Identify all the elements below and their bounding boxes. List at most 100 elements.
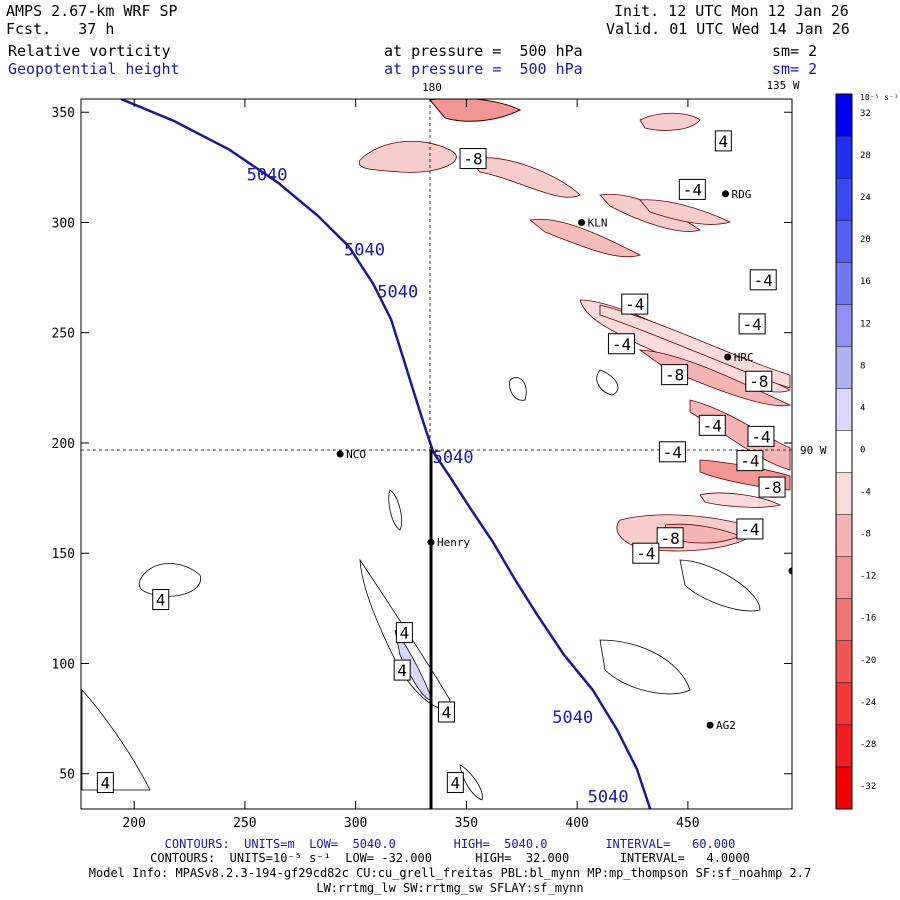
station-label: NCO: [346, 448, 366, 461]
colorbar-frame: [835, 93, 853, 810]
vorticity-band: [599, 304, 791, 389]
y-tick-label: 50: [59, 768, 75, 783]
positive-vorticity-contour: [81, 688, 151, 791]
y-tick-label: 250: [52, 327, 75, 342]
vorticity-label-box: [395, 622, 413, 644]
vorticity-label: 4: [400, 624, 410, 643]
colorbar-tick-label: -12: [860, 572, 876, 582]
vorticity-label-box: [393, 659, 411, 681]
colorbar-tick-label: 0: [860, 445, 865, 455]
colorbar-tick-label: 32: [860, 109, 871, 119]
field1-name: Relative vorticity: [8, 42, 171, 60]
station-label: AG2: [716, 719, 736, 732]
height-contour-label: 5040: [552, 708, 593, 728]
model-title: AMPS 2.67-km WRF SP: [6, 2, 178, 20]
vorticity-band: [699, 492, 782, 508]
colorbar-swatch: [836, 472, 852, 516]
colorbar-swatch: [836, 136, 852, 179]
lon-90w-label: 90 W: [800, 444, 827, 457]
vorticity-label-box: [446, 772, 464, 794]
positive-vorticity-contour: [388, 489, 403, 531]
vorticity-label: -4: [742, 315, 761, 334]
positive-vorticity-contour: [596, 369, 619, 396]
vorticity-label-box: [632, 542, 660, 564]
vorticity-label: 4: [397, 661, 407, 680]
vorticity-label: -4: [683, 180, 702, 199]
colorbar-swatch: [836, 640, 852, 684]
vorticity-label-box: [738, 313, 766, 335]
station-marker: [788, 567, 792, 575]
colorbar-swatch: [836, 262, 852, 305]
vorticity-label-box: [745, 370, 773, 392]
plot-frame: [80, 98, 793, 810]
colorbar-swatch: [836, 220, 852, 263]
colorbar-swatch: [836, 514, 852, 558]
vorticity-band: [638, 349, 792, 407]
y-tick-label: 300: [52, 216, 75, 231]
vorticity-band: [429, 99, 522, 122]
colorbar-tick-label: 12: [860, 319, 871, 329]
vorticity-band: [358, 140, 457, 173]
vorticity-label: -4: [754, 271, 773, 290]
vorticity-label: -4: [740, 520, 759, 539]
colorbar-unit: 10⁻⁵ s⁻¹: [860, 93, 899, 102]
vorticity-label-box: [152, 589, 170, 611]
vorticity-label-box: [437, 701, 455, 723]
vorticity-label-box: [698, 414, 726, 436]
vorticity-label-box: [621, 293, 649, 315]
vorticity-label: 4: [719, 132, 729, 151]
vorticity-label: -4: [625, 295, 644, 314]
model-info: Model Info: MPASv8.2.3-194-gf29cd82c CU:…: [88, 866, 812, 880]
y-tick-label: 350: [52, 106, 75, 121]
vorticity-label-box: [656, 527, 684, 549]
colorbar-swatch: [836, 598, 852, 642]
colorbar-swatch: [836, 682, 852, 726]
field1-smoothing: sm= 2: [772, 42, 818, 60]
field1-pressure: at pressure = 500 hPa: [384, 42, 583, 60]
station-label: Henry: [437, 536, 470, 549]
vorticity-label: -8: [665, 366, 684, 385]
colorbar-swatch: [836, 388, 852, 431]
forecast-hour: Fcst. 37 h: [6, 20, 115, 38]
colorbar-tick-label: -8: [860, 530, 871, 540]
colorbar-tick-label: 20: [860, 235, 871, 245]
height-contour-label: 5040: [377, 282, 418, 302]
colorbar-swatch: [836, 346, 852, 389]
vorticity-band: [529, 218, 642, 258]
vorticity-label-box: [459, 148, 487, 170]
vorticity-label: -4: [612, 335, 631, 354]
vorticity-label: -4: [751, 427, 770, 446]
vorticity-label: -8: [463, 150, 482, 169]
vorticity-label: 4: [156, 591, 166, 610]
station-marker: [578, 218, 586, 226]
valid-time: Valid. 01 UTC Wed 14 Jan 26: [606, 20, 850, 38]
vorticity-label-box: [678, 178, 706, 200]
vorticity-band: [469, 157, 581, 198]
vorticity-label: 4: [101, 774, 111, 793]
station-marker: [724, 353, 732, 361]
y-tick-label: 200: [52, 437, 75, 452]
station-label: KLN: [588, 216, 608, 229]
height-contour-info: CONTOURS: UNITS=m LOW= 5040.0 HIGH= 5040…: [164, 837, 736, 851]
colorbar-tick-label: -4: [860, 488, 871, 498]
colorbar-tick-label: 8: [860, 361, 865, 371]
colorbar-tick-label: -28: [860, 740, 876, 750]
colorbar-tick-label: 16: [860, 277, 871, 287]
height-contour-label: 5040: [247, 166, 288, 186]
colorbar-tick-label: 24: [860, 193, 871, 203]
station-marker: [427, 538, 435, 546]
positive-vorticity-contour: [359, 558, 451, 709]
vorticity-label: -4: [663, 443, 682, 462]
colorbar-tick-label: -20: [860, 656, 876, 666]
positive-vorticity-contour: [679, 559, 761, 612]
colorbar-swatch: [836, 430, 852, 474]
vorticity-label-box: [661, 364, 689, 386]
field2-name: Geopotential height: [8, 60, 180, 78]
colorbar-tick-label: -24: [860, 698, 876, 708]
vorticity-label-box: [736, 450, 764, 472]
vorticity-fill-layer: [81, 99, 792, 801]
vorticity-label-box: [658, 441, 686, 463]
station-marker: [706, 721, 714, 729]
vorticity-band: [599, 193, 701, 232]
